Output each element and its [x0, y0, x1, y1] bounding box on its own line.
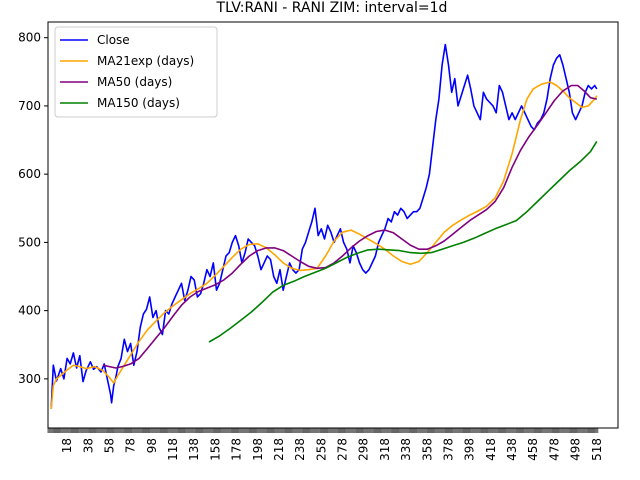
x-tick-label: 118: [166, 438, 180, 461]
legend-label: MA50 (days): [97, 75, 172, 89]
x-tick-label: 178: [230, 438, 244, 461]
y-tick-label: 800: [18, 31, 41, 45]
legend-label: Close: [97, 33, 130, 47]
x-tick-label: 398: [463, 438, 477, 461]
x-tick-label: 478: [547, 438, 561, 461]
series-line-1: [50, 43, 598, 409]
legend-label: MA21exp (days): [97, 54, 194, 68]
x-tick-label: 378: [441, 438, 455, 461]
axes: 18 38 58 78 98 118 138 158 178 198 218 238 258 278 298…: [18, 21, 619, 461]
legend: Close MA21exp (days) MA50 (days) MA150 (day…: [54, 26, 218, 118]
y-tick-label: 500: [18, 235, 41, 249]
legend-label: MA150 (days): [97, 96, 180, 110]
y-tick-label: 700: [18, 99, 41, 113]
x-tick-label: 338: [399, 438, 413, 461]
x-tick-label: 418: [484, 438, 498, 461]
x-tick-label: 518: [590, 438, 604, 461]
x-tick-label: 18: [60, 438, 74, 453]
x-tick-label: 98: [145, 438, 159, 453]
x-tick-label: 138: [187, 438, 201, 461]
x-tick-label: 278: [336, 438, 350, 461]
x-tick-label: 78: [124, 438, 138, 453]
y-tick-label: 600: [18, 167, 41, 181]
y-tick-label: 400: [18, 304, 41, 318]
chart-title: TLV:RANI - RANI ZIM: interval=1d: [216, 0, 448, 16]
series-line-4: [208, 140, 598, 343]
x-tick-label: 198: [251, 438, 265, 461]
x-tick-label: 158: [208, 438, 222, 461]
x-tick-label: 318: [378, 438, 392, 461]
legend-box: [54, 26, 218, 118]
y-tick-label: 300: [18, 372, 41, 386]
series-line-3: [102, 84, 597, 369]
x-tick-label: 298: [357, 438, 371, 461]
plot-area: [50, 43, 598, 409]
x-tick-label: 498: [569, 438, 583, 461]
x-tick-label: 358: [420, 438, 434, 461]
x-tick-label: 238: [293, 438, 307, 461]
x-tick-label: 38: [81, 438, 95, 453]
x-tick-label: 438: [505, 438, 519, 461]
x-tick-label: 458: [526, 438, 540, 461]
x-tick-label: 218: [272, 438, 286, 461]
x-tick-label: 258: [314, 438, 328, 461]
x-tick-label: 58: [102, 438, 116, 453]
